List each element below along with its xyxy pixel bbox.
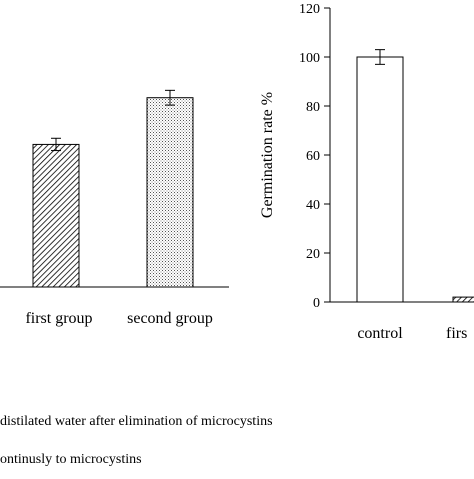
right-bar-1 bbox=[452, 296, 474, 303]
right-error-bar-0 bbox=[375, 49, 385, 65]
category-label-second-group: second group bbox=[127, 310, 213, 327]
y-tick-label-120: 120 bbox=[299, 2, 320, 17]
left-panel: first group second group bbox=[0, 89, 229, 327]
left-bar-0 bbox=[32, 143, 80, 288]
y-tick-label-0: 0 bbox=[313, 296, 320, 311]
left-error-bar-1 bbox=[165, 89, 175, 106]
legend-note-1: distilated water after elimination of mi… bbox=[0, 414, 273, 429]
y-axis-title: Germination rate % bbox=[259, 92, 276, 218]
category-label-first-group: first group bbox=[25, 310, 92, 327]
y-tick-label-20: 20 bbox=[306, 247, 320, 262]
left-error-bar-0 bbox=[51, 137, 61, 152]
y-tick-label-100: 100 bbox=[299, 51, 320, 66]
right-panel: 0 20 40 60 80 100 120 Germination rate % contr… bbox=[259, 2, 474, 342]
y-tick-label-80: 80 bbox=[306, 100, 320, 115]
y-tick-label-40: 40 bbox=[306, 198, 320, 213]
y-tick-label-60: 60 bbox=[306, 149, 320, 164]
category-label-firs: firs bbox=[446, 325, 467, 342]
legend-note-2: ontinusly to microcystins bbox=[0, 452, 142, 467]
category-label-control: control bbox=[357, 325, 403, 342]
right-bar-0 bbox=[356, 56, 404, 303]
left-bar-1 bbox=[146, 97, 194, 288]
